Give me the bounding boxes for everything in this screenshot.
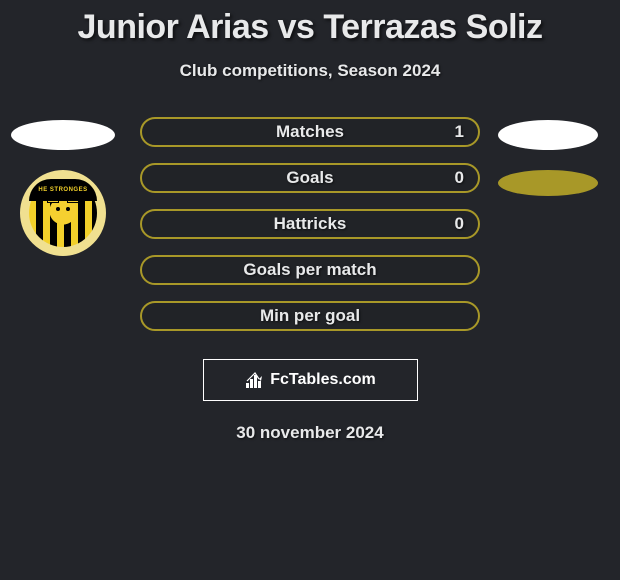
stat-label: Goals [286, 168, 333, 188]
stat-value: 0 [455, 214, 464, 234]
stat-row-hattricks: Hattricks 0 [140, 209, 480, 239]
subtitle: Club competitions, Season 2024 [180, 61, 441, 81]
stat-value: 1 [455, 122, 464, 142]
stat-row-goals: Goals 0 [140, 163, 480, 193]
left-player-column: HE STRONGES [8, 120, 118, 256]
stat-value: 0 [455, 168, 464, 188]
stat-label: Matches [276, 122, 344, 142]
stat-row-matches: Matches 1 [140, 117, 480, 147]
stat-row-goals-per-match: Goals per match [140, 255, 480, 285]
stat-label: Min per goal [260, 306, 360, 326]
stat-label: Hattricks [274, 214, 347, 234]
page-title: Junior Arias vs Terrazas Soliz [78, 8, 543, 47]
stats-rows: Matches 1 Goals 0 Hattricks 0 Goals per … [140, 117, 480, 331]
badge-top-banner: HE STRONGES [29, 179, 97, 201]
date-text: 30 november 2024 [236, 423, 383, 443]
right-player-column [498, 120, 598, 216]
tiger-face-icon [49, 199, 77, 227]
attribution-box: FcTables.com [203, 359, 418, 401]
player-name-ellipse-left [11, 120, 115, 150]
club-badge-left: HE STRONGES [20, 170, 106, 256]
player-name-ellipse-right [498, 120, 598, 150]
club-ellipse-right [498, 170, 598, 196]
stat-label: Goals per match [243, 260, 376, 280]
stat-row-min-per-goal: Min per goal [140, 301, 480, 331]
attribution-text: FcTables.com [270, 371, 376, 389]
bar-chart-icon [244, 371, 266, 389]
